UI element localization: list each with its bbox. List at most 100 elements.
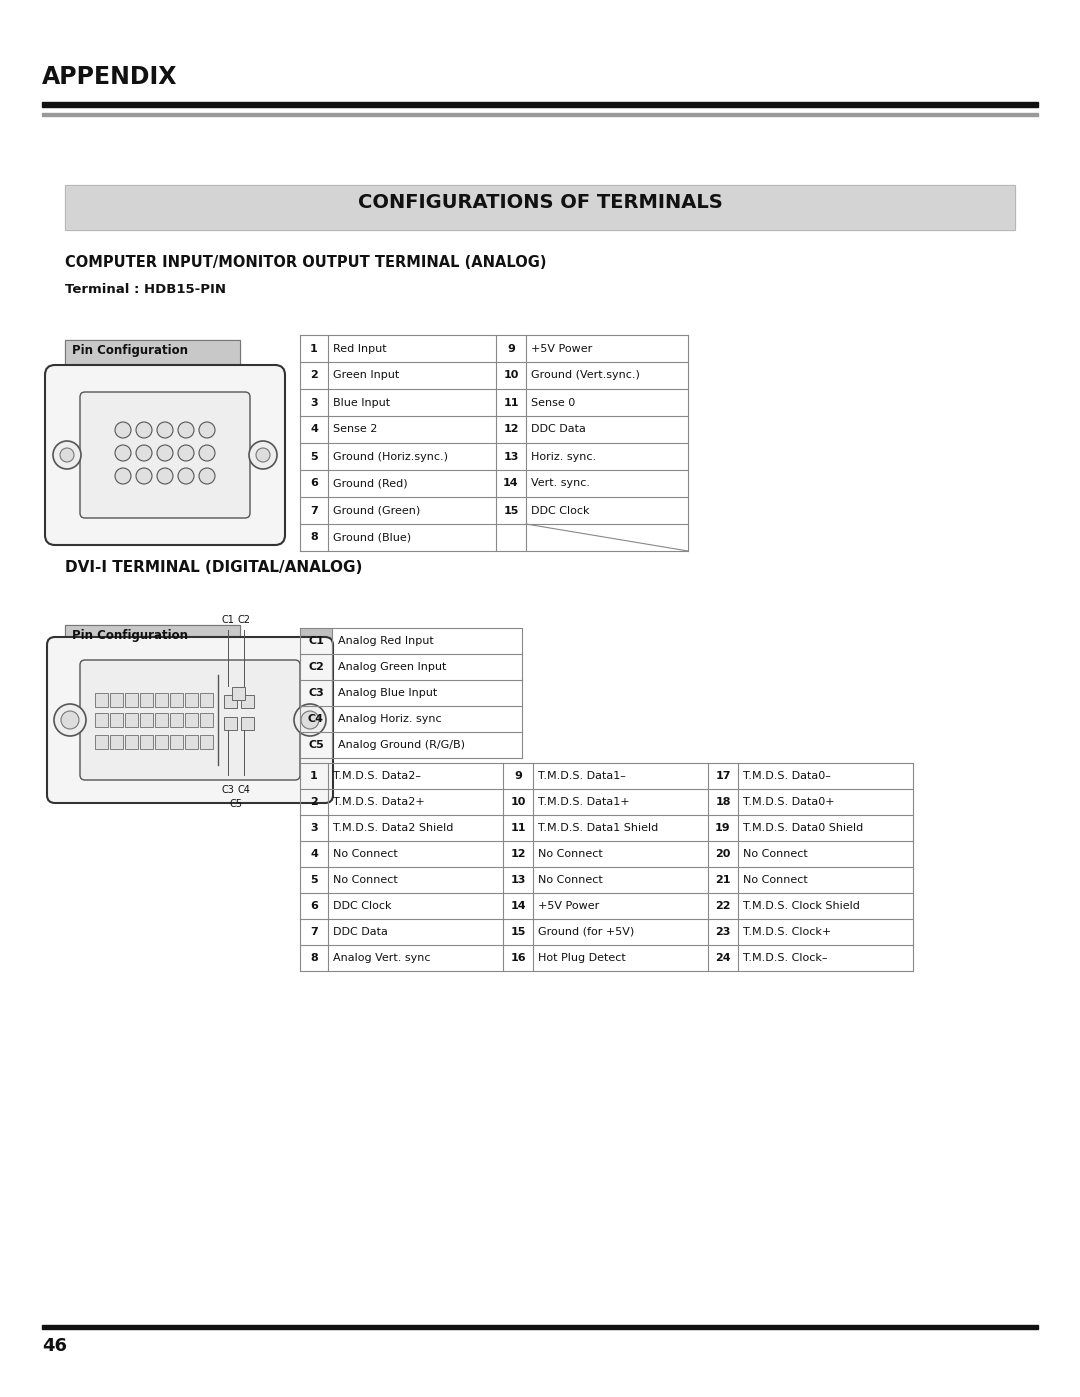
Bar [301, 680, 330, 705]
Text: Ground (Horiz.sync.): Ground (Horiz.sync.) [333, 451, 448, 461]
Bar [125, 735, 138, 749]
Bar [110, 735, 123, 749]
Bar [110, 712, 123, 726]
Bar [185, 693, 198, 707]
Text: T.M.D.S. Data2+: T.M.D.S. Data2+ [333, 798, 424, 807]
Text: T.M.D.S. Data2–: T.M.D.S. Data2– [333, 771, 421, 781]
Text: Ground (Green): Ground (Green) [333, 506, 420, 515]
Bar [241, 717, 254, 731]
Text: T.M.D.S. Data0+: T.M.D.S. Data0+ [743, 798, 835, 807]
Text: 13: 13 [503, 451, 518, 461]
Text: 10: 10 [503, 370, 518, 380]
Circle shape [256, 448, 270, 462]
Bar [156, 735, 168, 749]
FancyBboxPatch shape [48, 637, 333, 803]
Text: T.M.D.S. Data0–: T.M.D.S. Data0– [743, 771, 831, 781]
Text: C1: C1 [221, 615, 234, 624]
Bar [65, 339, 240, 366]
Text: DVI-I TERMINAL (DIGITAL/ANALOG): DVI-I TERMINAL (DIGITAL/ANALOG) [65, 560, 363, 576]
Text: Terminal : HDB15-PIN: Terminal : HDB15-PIN [65, 284, 226, 296]
Bar [301, 629, 330, 652]
Text: T.M.D.S. Data1–: T.M.D.S. Data1– [538, 771, 626, 781]
Text: T.M.D.S. Data0 Shield: T.M.D.S. Data0 Shield [743, 823, 863, 833]
Text: Ground (Red): Ground (Red) [333, 479, 407, 489]
Circle shape [199, 422, 215, 439]
Circle shape [178, 422, 194, 439]
Text: 6: 6 [310, 901, 318, 911]
Circle shape [136, 422, 152, 439]
Circle shape [54, 704, 86, 736]
Bar [301, 733, 330, 757]
Text: 14: 14 [510, 901, 526, 911]
Text: 11: 11 [510, 823, 526, 833]
Text: Ground (Vert.sync.): Ground (Vert.sync.) [531, 370, 639, 380]
Bar [200, 693, 213, 707]
Text: Pin Configuration: Pin Configuration [72, 629, 188, 643]
Text: 13: 13 [511, 875, 526, 886]
Text: 16: 16 [510, 953, 526, 963]
Bar [65, 339, 240, 366]
Circle shape [114, 422, 131, 439]
Text: Ground (for +5V): Ground (for +5V) [538, 928, 634, 937]
Text: COMPUTER INPUT/MONITOR OUTPUT TERMINAL (ANALOG): COMPUTER INPUT/MONITOR OUTPUT TERMINAL (… [65, 256, 546, 270]
Text: C4: C4 [238, 785, 251, 795]
Text: 7: 7 [310, 506, 318, 515]
Text: 15: 15 [503, 506, 518, 515]
FancyBboxPatch shape [80, 393, 249, 518]
Bar [224, 694, 237, 708]
Text: +5V Power: +5V Power [531, 344, 592, 353]
Text: Blue Input: Blue Input [333, 398, 390, 408]
Text: 12: 12 [503, 425, 518, 434]
Text: Analog Horiz. sync: Analog Horiz. sync [338, 714, 442, 724]
Bar [65, 184, 1015, 231]
Text: T.M.D.S. Data2 Shield: T.M.D.S. Data2 Shield [333, 823, 454, 833]
Bar [170, 735, 183, 749]
Text: 5: 5 [310, 451, 318, 461]
Bar [140, 693, 153, 707]
Text: Red Input: Red Input [333, 344, 387, 353]
Circle shape [199, 446, 215, 461]
Bar [185, 735, 198, 749]
Bar [200, 712, 213, 726]
Text: 23: 23 [715, 928, 731, 937]
Text: No Connect: No Connect [333, 875, 397, 886]
Bar [65, 184, 1015, 231]
Circle shape [301, 711, 319, 729]
Text: 21: 21 [715, 875, 731, 886]
Text: Green Input: Green Input [333, 370, 400, 380]
Text: 3: 3 [310, 398, 318, 408]
Bar [110, 693, 123, 707]
Text: 4: 4 [310, 425, 318, 434]
Bar [170, 693, 183, 707]
FancyBboxPatch shape [45, 365, 285, 545]
Bar [301, 655, 330, 679]
Text: 8: 8 [310, 953, 318, 963]
Text: No Connect: No Connect [538, 875, 603, 886]
Text: +5V Power: +5V Power [538, 901, 599, 911]
Bar [140, 735, 153, 749]
Text: DDC Data: DDC Data [333, 928, 388, 937]
Text: 8: 8 [310, 532, 318, 542]
Bar [95, 735, 108, 749]
Circle shape [178, 446, 194, 461]
Circle shape [53, 441, 81, 469]
Bar [200, 735, 213, 749]
Text: C2: C2 [238, 615, 251, 624]
Text: 15: 15 [511, 928, 526, 937]
Text: C4: C4 [308, 714, 324, 724]
Text: 11: 11 [503, 398, 518, 408]
Circle shape [249, 441, 276, 469]
Text: C3: C3 [221, 785, 234, 795]
Bar [42, 102, 1038, 108]
Text: DDC Clock: DDC Clock [333, 901, 391, 911]
Bar [125, 693, 138, 707]
Text: 1: 1 [310, 344, 318, 353]
Bar [65, 624, 240, 651]
Circle shape [157, 446, 173, 461]
Circle shape [199, 468, 215, 483]
Text: 20: 20 [715, 849, 731, 859]
FancyBboxPatch shape [80, 659, 300, 780]
Text: APPENDIX: APPENDIX [42, 66, 177, 89]
Text: 2: 2 [310, 370, 318, 380]
Circle shape [60, 448, 75, 462]
